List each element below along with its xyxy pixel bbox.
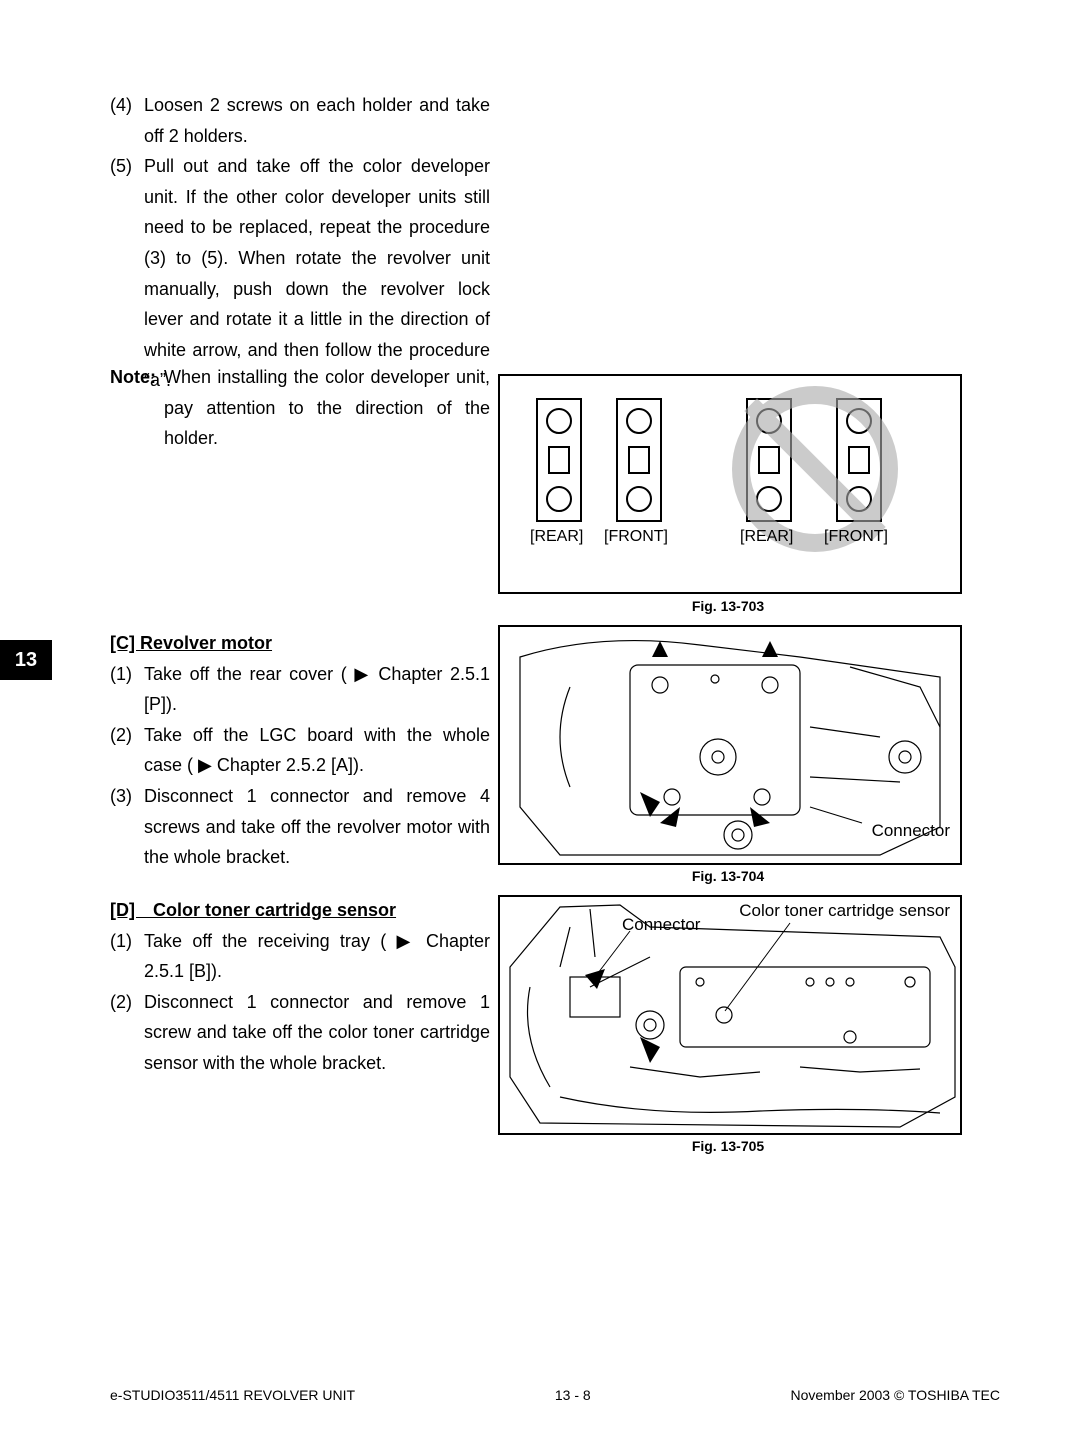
holder-label-front: [FRONT] [604, 528, 668, 546]
arrow-icon: ▶ [397, 931, 416, 951]
sensor-label: Color toner cartridge sensor [739, 901, 950, 921]
note-label: Note: [110, 362, 164, 454]
footer-right: November 2003 © TOSHIBA TEC [790, 1387, 1000, 1403]
step-num: (5) [110, 151, 144, 396]
section-c-step-2: (2) Take off the LGC board with the whol… [110, 720, 490, 781]
section-d-step-1: (1) Take off the receiving tray ( ▶ Chap… [110, 926, 490, 987]
connector-label: Connector [872, 821, 950, 841]
chapter-tab: 13 [0, 640, 52, 680]
step-num: (1) [110, 659, 144, 720]
figure-caption: Fig. 13-704 [498, 868, 958, 884]
step-text: Disconnect 1 connector and remove 1 scre… [144, 987, 490, 1079]
figure-caption: Fig. 13-705 [498, 1138, 958, 1154]
section-c-step-1: (1) Take off the rear cover ( ▶ Chapter … [110, 659, 490, 720]
step-text: Disconnect 1 connector and remove 4 scre… [144, 781, 490, 873]
step-text: Take off the receiving tray ( ▶ Chapter … [144, 926, 490, 987]
section-c-step-3: (3) Disconnect 1 connector and remove 4 … [110, 781, 490, 873]
figure-13-703: [REAR] [FRONT] [REAR] [FRONT] [498, 374, 962, 594]
note: Note: When installing the color develope… [110, 362, 490, 454]
step-text: Take off the LGC board with the whole ca… [144, 720, 490, 781]
holder-label-rear: [REAR] [530, 528, 583, 546]
figure-caption: Fig. 13-703 [498, 598, 958, 614]
step-text: Loosen 2 screws on each holder and take … [144, 90, 490, 151]
section-d-step-2: (2) Disconnect 1 connector and remove 1 … [110, 987, 490, 1079]
step-num: (1) [110, 926, 144, 987]
step-num: (2) [110, 720, 144, 781]
step-text: Take off the rear cover ( ▶ Chapter 2.5.… [144, 659, 490, 720]
page-footer: e-STUDIO3511/4511 REVOLVER UNIT 13 - 8 N… [110, 1387, 1000, 1403]
connector-label: Connector [622, 915, 700, 935]
step-5: (5) Pull out and take off the color deve… [110, 151, 490, 396]
holder-label-front: [FRONT] [824, 528, 888, 546]
step-4: (4) Loosen 2 screws on each holder and t… [110, 90, 490, 151]
note-text: When installing the color developer unit… [164, 362, 490, 454]
footer-center: 13 - 8 [555, 1387, 591, 1403]
step-num: (4) [110, 90, 144, 151]
step-text: Pull out and take off the color develope… [144, 151, 490, 396]
arrow-icon: ▶ [354, 664, 370, 684]
figure-13-704: Connector [498, 625, 962, 865]
footer-left: e-STUDIO3511/4511 REVOLVER UNIT [110, 1387, 355, 1403]
step-num: (3) [110, 781, 144, 873]
step-num: (2) [110, 987, 144, 1079]
figure-13-705: Connector Color toner cartridge sensor [498, 895, 962, 1135]
section-c-title: [C] Revolver motor [110, 628, 490, 659]
holder-label-rear: [REAR] [740, 528, 793, 546]
section-d-title: [D] Color toner cartridge sensor [110, 895, 490, 926]
arrow-icon: ▶ [198, 755, 212, 775]
